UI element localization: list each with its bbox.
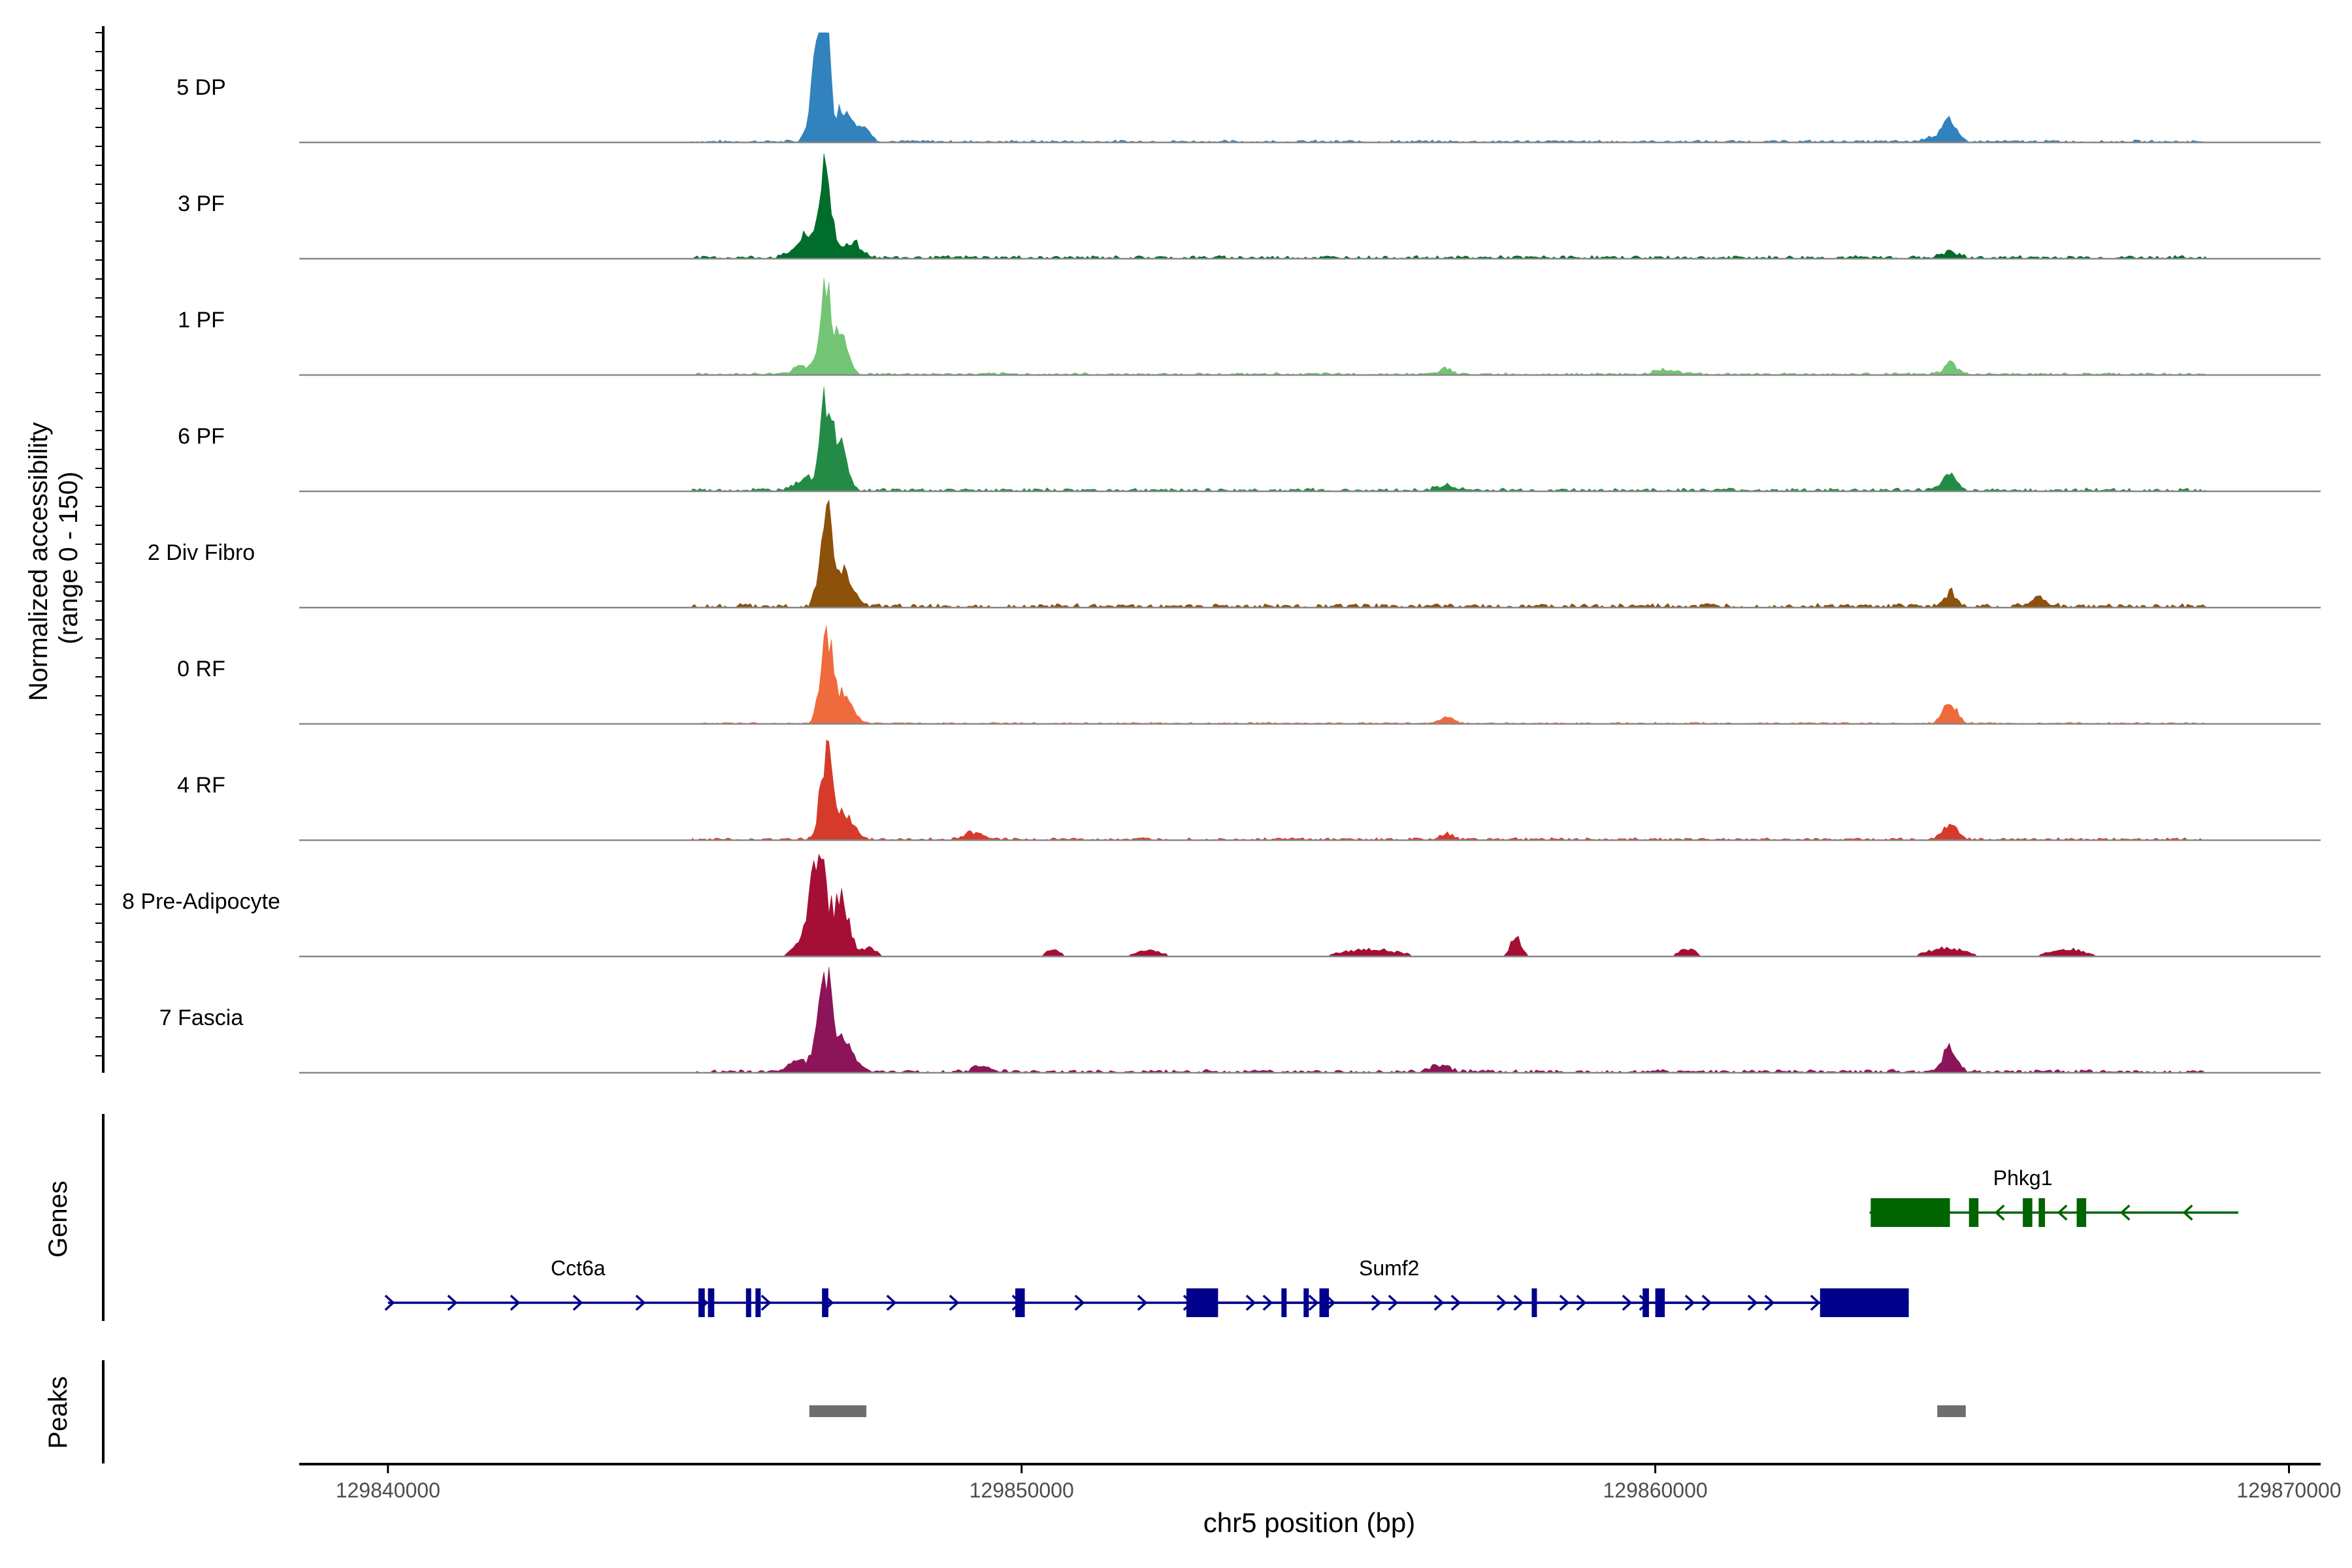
- track-label: 5 DP: [176, 75, 226, 100]
- strand-arrow: [1496, 1294, 1507, 1311]
- coverage-track: 1 PF: [178, 277, 2321, 376]
- peaks-panel: [102, 1360, 1966, 1463]
- gene-exon: [1820, 1288, 1909, 1317]
- x-tick-label: 129850000: [970, 1478, 1074, 1502]
- x-axis-title: chr5 position (bp): [1203, 1507, 1416, 1538]
- strand-arrow: [2057, 1204, 2068, 1221]
- strand-arrow: [886, 1294, 897, 1311]
- coverage-area: [691, 386, 2208, 492]
- track-label: 6 PF: [178, 424, 225, 449]
- coverage-track: 2 Div Fibro: [148, 499, 2321, 609]
- coverage-track: 7 Fascia: [159, 966, 2321, 1074]
- gene-model: Cct6a: [384, 1256, 1909, 1317]
- peak-interval: [809, 1405, 867, 1417]
- peak-interval: [1937, 1405, 1966, 1417]
- coverage-area: [691, 739, 2207, 841]
- strand-arrow: [1245, 1294, 1256, 1311]
- gene-model: Sumf2: [1183, 1256, 1909, 1317]
- gene-exon: [1531, 1288, 1537, 1317]
- gene-name-label: Phkg1: [1993, 1166, 2053, 1190]
- coverage-tracks: 5 DP 3 PF 1 PF 6 PF 2 Div Fibro 0 RF 4 RF 8 Pre…: [95, 26, 2321, 1074]
- track-label: 0 RF: [177, 657, 225, 681]
- strand-arrow: [1684, 1294, 1695, 1311]
- coverage-area: [692, 277, 2208, 376]
- strand-arrow: [1747, 1294, 1758, 1311]
- coverage-area: [692, 853, 2207, 957]
- coverage-area: [691, 32, 2207, 143]
- x-tick-label: 129840000: [336, 1478, 440, 1502]
- gene-exon: [1303, 1288, 1309, 1317]
- genes-panel-label: Genes: [44, 1181, 73, 1258]
- strand-arrow: [1559, 1294, 1570, 1311]
- strand-arrow: [510, 1294, 521, 1311]
- strand-arrow: [384, 1294, 395, 1311]
- strand-arrow: [1074, 1294, 1085, 1311]
- track-label: 3 PF: [178, 191, 225, 216]
- strand-arrow: [949, 1294, 960, 1311]
- gene-exon: [1015, 1288, 1025, 1317]
- gene-exon: [745, 1288, 751, 1317]
- gene-name-label: Sumf2: [1359, 1256, 1419, 1280]
- track-label: 8 Pre-Adipocyte: [122, 889, 280, 914]
- strand-arrow: [1137, 1294, 1148, 1311]
- strand-arrow: [1810, 1294, 1821, 1311]
- gene-exon: [2023, 1198, 2033, 1227]
- peaks-panel-label: Peaks: [44, 1376, 73, 1448]
- gene-exon: [1655, 1288, 1665, 1317]
- gene-model: Phkg1: [1869, 1166, 2238, 1227]
- y-axis-title-line1: Normalized accessibility: [24, 422, 53, 701]
- strand-arrow: [572, 1294, 583, 1311]
- strand-arrow: [1371, 1294, 1382, 1311]
- gene-exon: [708, 1288, 715, 1317]
- x-tick-label: 129860000: [1603, 1478, 1708, 1502]
- track-label: 7 Fascia: [159, 1005, 244, 1030]
- y-axis-title-line2: (range 0 - 150): [54, 472, 83, 645]
- gene-exon: [1281, 1288, 1287, 1317]
- gene-exon: [1968, 1198, 1979, 1227]
- gene-exon: [2038, 1198, 2046, 1227]
- strand-arrow: [760, 1294, 772, 1311]
- strand-arrow: [2182, 1204, 2193, 1221]
- strand-arrow: [1308, 1294, 1319, 1311]
- gene-exon: [822, 1288, 828, 1317]
- strand-arrow: [1994, 1204, 2005, 1221]
- y-axis-title: Normalized accessibility (range 0 - 150): [24, 415, 83, 701]
- coverage-track: 0 RF: [177, 625, 2321, 725]
- strand-arrow: [1433, 1294, 1445, 1311]
- gene-annotation-panel: Phkg1 Cct6a Sumf2: [102, 1114, 2238, 1321]
- x-tick-label: 129870000: [2236, 1478, 2341, 1502]
- coverage-track: 3 PF: [178, 153, 2321, 260]
- coverage-track: 4 RF: [177, 739, 2321, 841]
- gene-exon: [1186, 1288, 1218, 1317]
- strand-arrow: [447, 1294, 458, 1311]
- strand-arrow: [635, 1294, 646, 1311]
- coverage-track: 6 PF: [178, 386, 2321, 493]
- track-label: 2 Div Fibro: [148, 540, 255, 565]
- coverage-area: [691, 153, 2207, 259]
- gene-exon: [1319, 1288, 1330, 1317]
- gene-exon: [2076, 1198, 2087, 1227]
- track-label: 4 RF: [177, 773, 225, 798]
- coverage-track: 8 Pre-Adipocyte: [122, 853, 2321, 958]
- track-label: 1 PF: [178, 308, 225, 333]
- coverage-track: 5 DP: [176, 32, 2321, 144]
- gene-exon: [755, 1288, 761, 1317]
- x-axis: 129840000 129850000 129860000 129870000: [299, 1463, 2342, 1502]
- strand-arrow: [2119, 1204, 2131, 1221]
- strand-arrow: [1622, 1294, 1633, 1311]
- gene-name-label: Cct6a: [551, 1256, 606, 1280]
- gene-exon: [1870, 1198, 1950, 1227]
- coverage-area: [692, 625, 2207, 725]
- gene-exon: [1642, 1288, 1649, 1317]
- coverage-area: [691, 499, 2208, 608]
- gene-exon: [698, 1288, 705, 1317]
- coverage-area: [692, 966, 2207, 1073]
